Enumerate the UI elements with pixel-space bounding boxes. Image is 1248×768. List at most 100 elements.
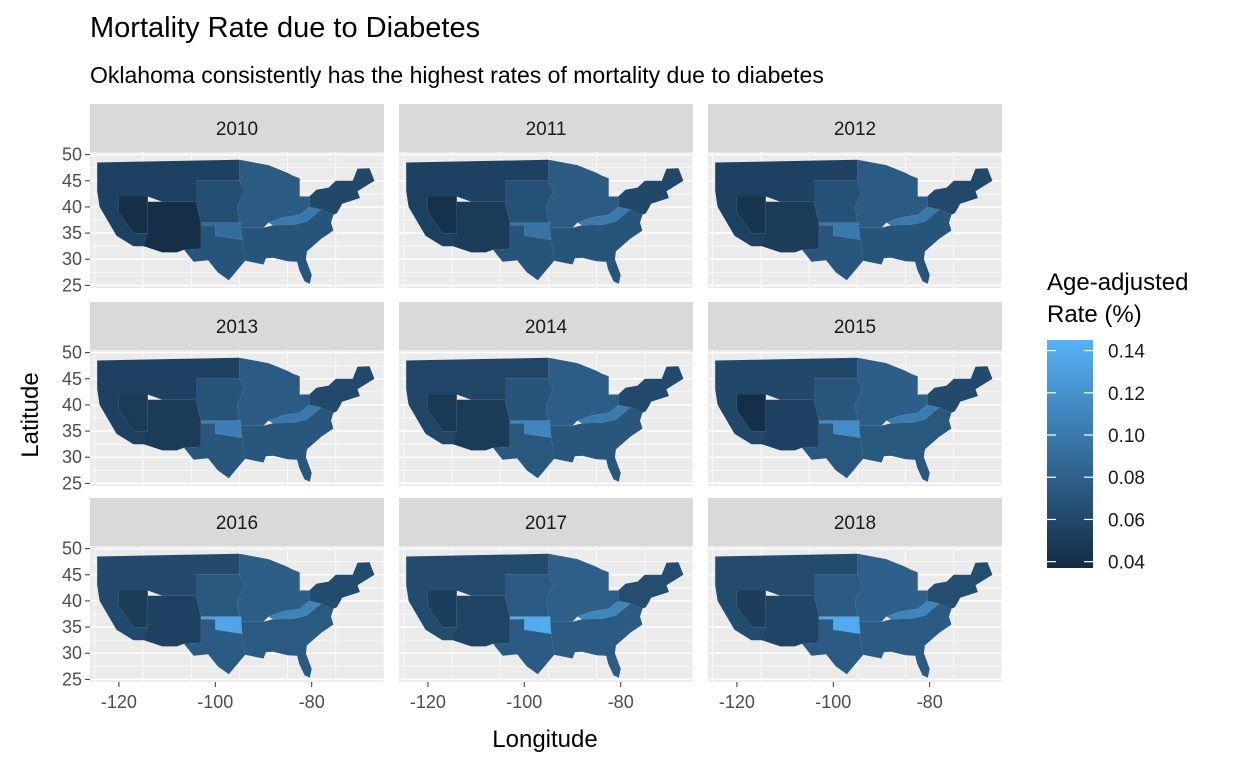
x-tick-label: -120 <box>101 692 137 712</box>
region-oklahoma <box>200 222 243 240</box>
legend-label: 0.06 <box>1108 510 1145 531</box>
region-oklahoma <box>200 616 243 634</box>
region-kentuckywv <box>577 404 631 424</box>
y-tick-label: 40 <box>62 591 82 611</box>
facet-strip <box>399 104 693 152</box>
region-southwest <box>144 201 201 253</box>
region-west <box>715 357 858 445</box>
region-west <box>406 159 549 247</box>
y-tick-label: 25 <box>62 669 82 689</box>
region-nevada <box>736 196 766 234</box>
region-nevada <box>427 196 457 234</box>
facet-strip-label: 2015 <box>834 317 876 338</box>
y-tick-label: 40 <box>62 197 82 217</box>
region-oklahoma <box>509 420 552 438</box>
legend-label: 0.14 <box>1108 342 1145 363</box>
x-tick-label: -80 <box>299 692 325 712</box>
x-axis-title: Longitude <box>492 726 597 753</box>
region-southwest <box>762 201 819 253</box>
facet-panel-2016: 2016 <box>90 498 385 682</box>
region-southwest <box>453 595 510 647</box>
chart-title: Mortality Rate due to Diabetes <box>90 12 481 44</box>
region-texas <box>802 225 864 281</box>
legend-label: 0.08 <box>1108 468 1145 489</box>
facet-strip-label: 2013 <box>216 317 258 338</box>
y-tick-label: 50 <box>62 539 82 559</box>
region-northeast <box>618 168 684 215</box>
facet-panel-2012: 2012 <box>708 104 1003 288</box>
y-tick-label: 45 <box>62 565 82 585</box>
region-oklahoma <box>818 222 861 240</box>
region-kentuckywv <box>268 206 322 226</box>
x-tick-label: -120 <box>719 692 755 712</box>
legend-colorbar <box>1047 340 1093 568</box>
region-midwest <box>855 357 928 426</box>
region-west <box>97 357 240 445</box>
region-texas <box>802 423 864 479</box>
y-tick-label: 45 <box>62 369 82 389</box>
region-texas <box>493 225 555 281</box>
region-southeast <box>859 603 952 678</box>
region-plains <box>196 180 245 223</box>
region-southwest <box>144 399 201 451</box>
y-tick-label: 50 <box>62 145 82 165</box>
y-tick-label: 30 <box>62 643 82 663</box>
region-texas <box>802 619 864 675</box>
region-northeast <box>618 366 684 413</box>
region-nevada <box>118 590 148 628</box>
x-tick-label: -100 <box>197 692 233 712</box>
y-tick-label: 25 <box>62 275 82 295</box>
facet-strip <box>708 498 1002 546</box>
region-texas <box>184 619 246 675</box>
region-nevada <box>118 394 148 432</box>
region-kentuckywv <box>886 404 940 424</box>
region-plains <box>505 378 554 421</box>
facet-strip <box>399 498 693 546</box>
legend-title-line: Age-adjusted <box>1047 269 1188 296</box>
region-plains <box>814 180 863 223</box>
y-tick-label: 35 <box>62 617 82 637</box>
region-southwest <box>453 399 510 451</box>
y-tick-label: 30 <box>62 447 82 467</box>
facet-strip-label: 2012 <box>834 119 876 140</box>
region-midwest <box>237 159 310 228</box>
region-plains <box>505 180 554 223</box>
facet-strip <box>399 302 693 350</box>
x-tick-label: -80 <box>917 692 943 712</box>
facet-panel-2015: 2015 <box>708 302 1003 486</box>
region-southwest <box>762 399 819 451</box>
region-oklahoma <box>818 420 861 438</box>
y-tick-label: 35 <box>62 421 82 441</box>
x-tick-label: -100 <box>815 692 851 712</box>
region-northeast <box>927 168 993 215</box>
facet-strip <box>708 302 1002 350</box>
region-plains <box>505 574 554 617</box>
region-midwest <box>237 357 310 426</box>
facet-strip-label: 2018 <box>834 513 876 534</box>
y-tick-label: 35 <box>62 223 82 243</box>
region-texas <box>493 619 555 675</box>
facet-panel-2017: 2017 <box>399 498 694 682</box>
region-southeast <box>241 407 334 482</box>
region-northeast <box>618 562 684 609</box>
region-plains <box>814 378 863 421</box>
region-northeast <box>927 562 993 609</box>
region-southeast <box>859 209 952 284</box>
y-tick-label: 30 <box>62 249 82 269</box>
x-tick-label: -100 <box>506 692 542 712</box>
region-west <box>406 357 549 445</box>
region-oklahoma <box>509 222 552 240</box>
y-tick-label: 45 <box>62 171 82 191</box>
facet-strip <box>708 104 1002 152</box>
region-texas <box>184 225 246 281</box>
facet-strip-label: 2011 <box>526 119 567 140</box>
region-midwest <box>546 357 619 426</box>
region-nevada <box>736 590 766 628</box>
region-northeast <box>927 366 993 413</box>
facet-panel-2014: 2014 <box>399 302 694 486</box>
region-plains <box>196 378 245 421</box>
region-northeast <box>309 168 375 215</box>
region-nevada <box>736 394 766 432</box>
facet-strip <box>90 302 384 350</box>
